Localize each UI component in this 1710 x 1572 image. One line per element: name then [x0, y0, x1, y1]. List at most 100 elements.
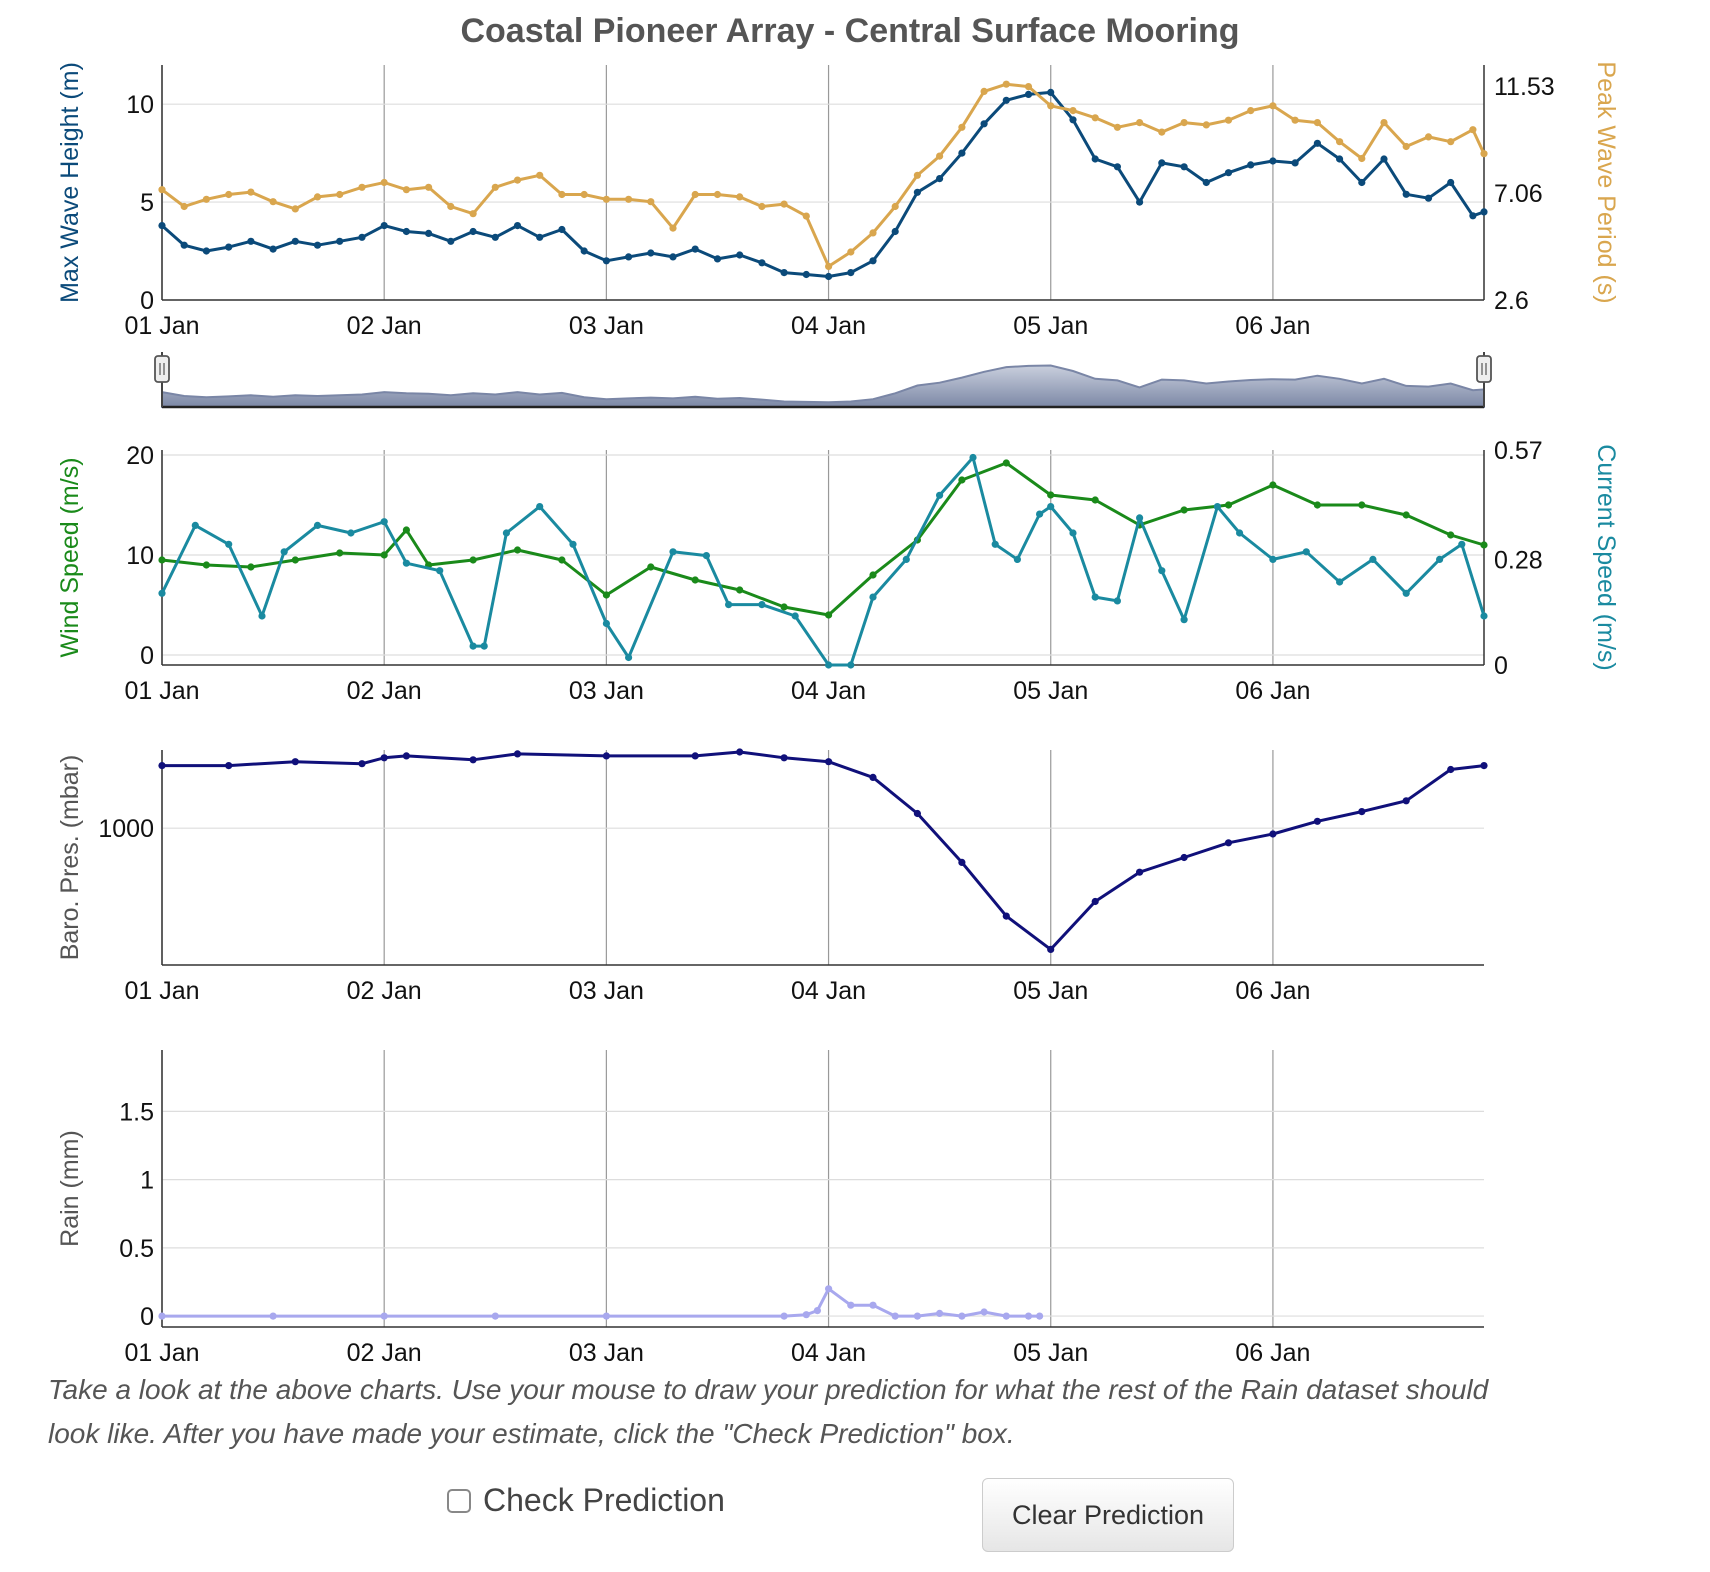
data-point [313, 241, 322, 249]
data-point [269, 245, 277, 253]
data-point [447, 202, 455, 211]
data-point [1036, 510, 1044, 518]
y-axis-title-left: Baro. Pres. (mbar) [56, 755, 84, 961]
chart-panel-2[interactable]: 01 Jan 02 Jan 03 Jan 04 Jan 05 Jan 06 Jan 0 10 2… [56, 437, 1620, 705]
x-tick-label: 05 Jan [1013, 677, 1088, 705]
data-point [1447, 138, 1455, 146]
data-point [1313, 139, 1321, 147]
data-point [558, 225, 566, 234]
navigator-area [161, 364, 1485, 408]
data-point [958, 1312, 966, 1320]
data-point [580, 247, 588, 255]
chart-panel-1[interactable]: 01 Jan 02 Jan 03 Jan 04 Jan 05 Jan 06 Jan 0 5 10… [56, 61, 1620, 340]
data-point [1047, 88, 1055, 96]
data-point [569, 540, 577, 548]
data-point [1136, 198, 1144, 206]
handle-grip[interactable] [154, 355, 170, 383]
data-point [469, 756, 477, 764]
navigator-handle-left[interactable] [154, 352, 170, 407]
data-point [469, 642, 477, 650]
data-point [1047, 503, 1055, 511]
data-point [1180, 506, 1188, 514]
data-point [425, 229, 433, 237]
data-point [258, 612, 266, 620]
data-point [847, 1301, 855, 1309]
data-point [625, 253, 633, 261]
y-tick-label-left: 20 [126, 442, 154, 470]
data-point [513, 176, 522, 184]
charts-svg[interactable]: 01 Jan 02 Jan 03 Jan 04 Jan 05 Jan 06 Jan0510… [0, 0, 1710, 1370]
data-point [713, 190, 722, 199]
data-point [480, 642, 488, 650]
x-tick-label: 06 Jan [1235, 977, 1310, 1005]
check-prediction-control[interactable]: Check Prediction [447, 1482, 725, 1519]
data-point [913, 188, 922, 196]
data-point [313, 521, 322, 530]
data-point [869, 1301, 877, 1309]
data-point [347, 529, 355, 537]
data-point [891, 1312, 899, 1320]
y-tick-label-left: 0 [140, 287, 154, 315]
handle-grip[interactable] [1476, 355, 1492, 383]
data-point [847, 248, 855, 256]
data-point [891, 227, 899, 236]
data-point [1469, 212, 1477, 220]
data-point [936, 152, 944, 160]
data-point [158, 589, 166, 597]
data-point [380, 551, 388, 559]
data-point [1480, 541, 1488, 549]
data-point [1202, 178, 1210, 187]
x-tick-label: 01 Jan [124, 677, 199, 705]
data-point [1091, 114, 1099, 122]
check-prediction-label[interactable]: Check Prediction [483, 1482, 725, 1518]
data-point [936, 491, 944, 499]
series-peak-wave-period-s [158, 80, 1488, 270]
series-current-speed-m-s [158, 453, 1488, 669]
data-point [1302, 548, 1310, 556]
data-point [825, 262, 833, 270]
data-point [1358, 154, 1366, 163]
x-tick-label: 03 Jan [569, 977, 644, 1005]
data-point [1091, 155, 1099, 163]
data-point [291, 556, 299, 564]
y-tick-label-right: 7.06 [1494, 180, 1543, 208]
data-point [1336, 155, 1344, 163]
chart-panel-3[interactable]: 01 Jan 02 Jan 03 Jan 04 Jan 05 Jan 06 Jan 1000… [56, 748, 1488, 1005]
data-point [1158, 159, 1166, 167]
data-point [625, 195, 633, 203]
data-point [1480, 762, 1488, 770]
data-point [247, 237, 255, 245]
data-point [402, 186, 410, 194]
data-point [336, 190, 344, 199]
clear-prediction-button[interactable]: Clear Prediction [982, 1478, 1234, 1552]
data-point [558, 556, 566, 564]
data-point [313, 193, 322, 201]
navigator-handle-right[interactable] [1476, 352, 1492, 407]
data-point [447, 237, 455, 245]
data-point [1047, 102, 1055, 110]
x-tick-label: 01 Jan [124, 1339, 199, 1367]
data-point [225, 540, 233, 548]
data-point [380, 222, 388, 230]
data-point [402, 227, 410, 236]
data-point [536, 503, 544, 511]
data-point [825, 272, 833, 281]
data-point [1091, 496, 1099, 504]
series-line [161, 461, 1485, 617]
data-point [669, 253, 677, 261]
data-point [1113, 123, 1121, 131]
data-point [513, 222, 522, 230]
range-navigator[interactable] [154, 352, 1492, 409]
chart-panel-4[interactable]: 01 Jan 02 Jan 03 Jan 04 Jan 05 Jan 06 Jan 0 0.5… [56, 1050, 1484, 1367]
data-point [1269, 830, 1277, 838]
check-prediction-checkbox[interactable] [447, 1488, 471, 1513]
data-point [491, 183, 499, 191]
data-point [1002, 80, 1010, 88]
data-point [825, 611, 833, 619]
data-point [1480, 150, 1488, 158]
data-point [602, 591, 611, 599]
data-point [1269, 555, 1277, 564]
x-tick-label: 02 Jan [347, 1339, 422, 1367]
data-point [1224, 116, 1233, 124]
data-point [702, 552, 711, 560]
